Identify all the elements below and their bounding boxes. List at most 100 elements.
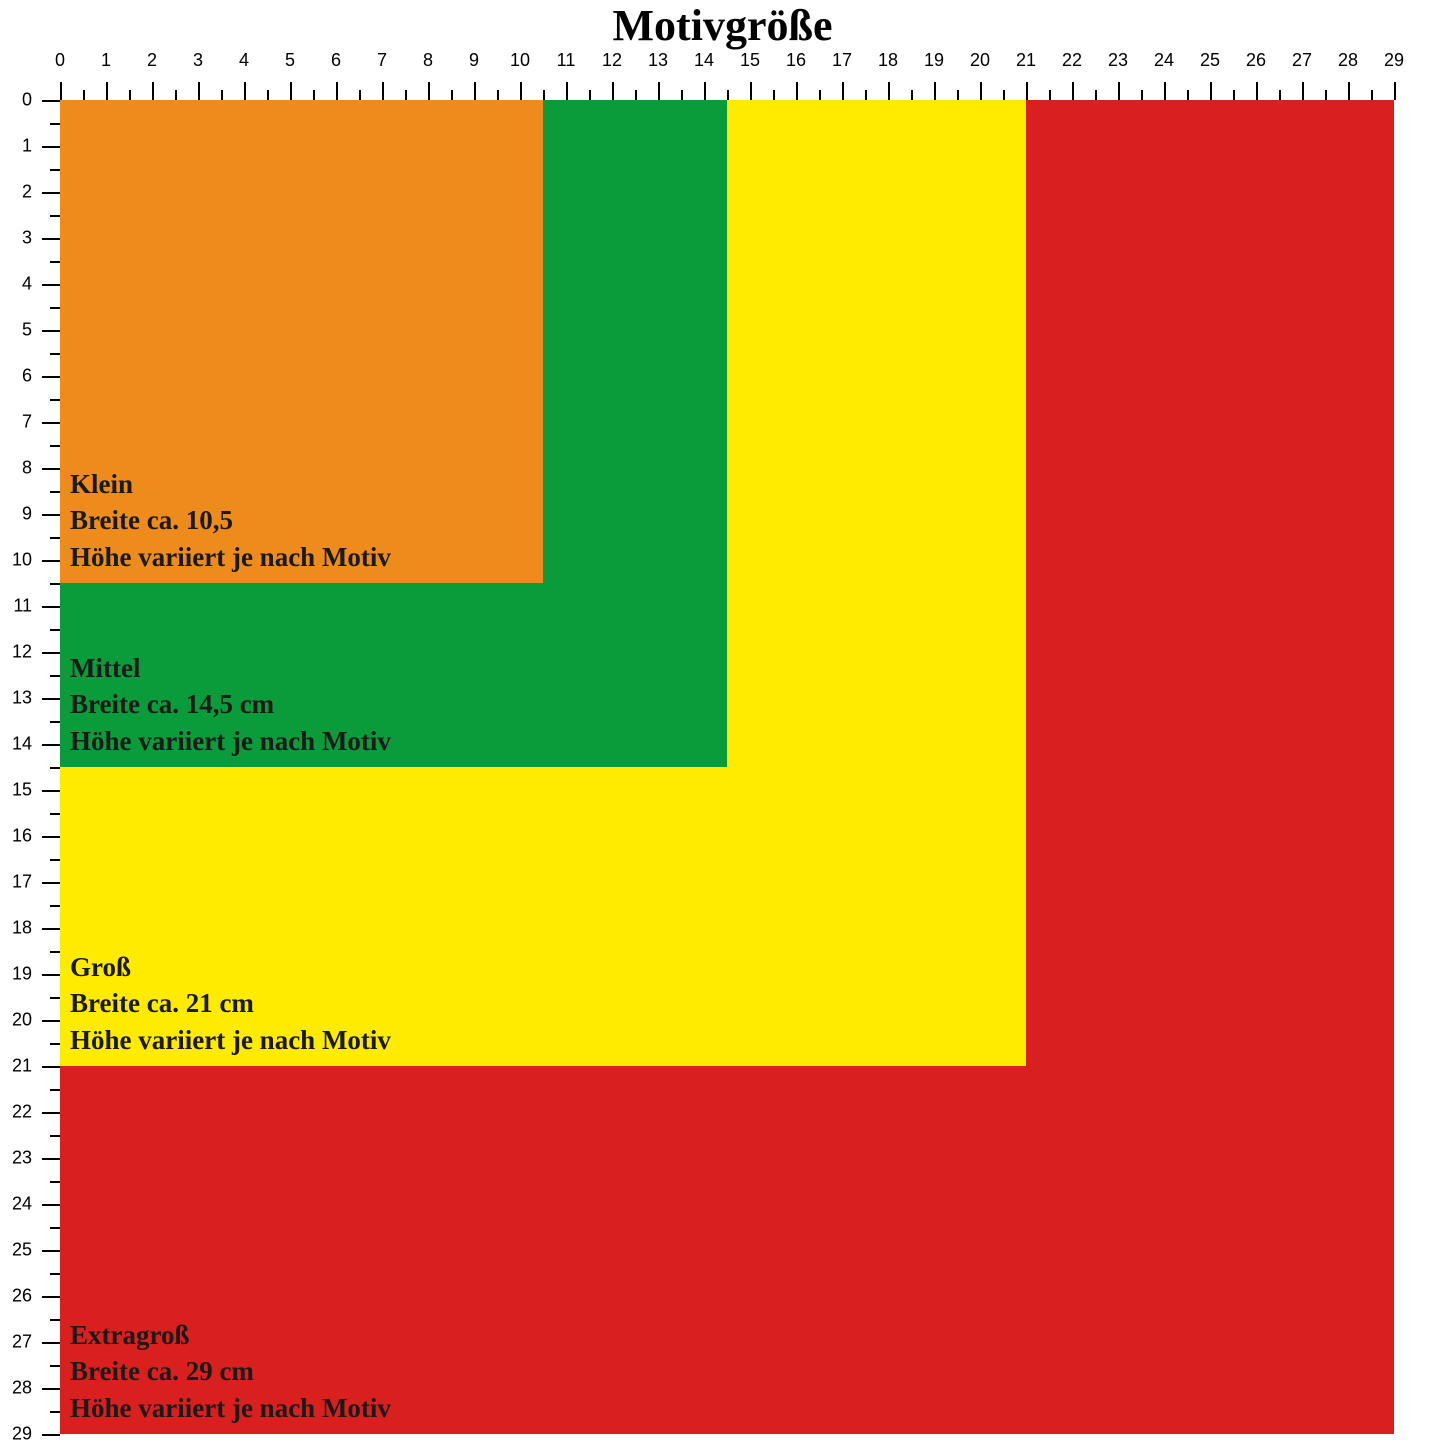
ruler-major-tick xyxy=(42,652,60,654)
ruler-major-tick xyxy=(42,606,60,608)
ruler-minor-tick xyxy=(1141,90,1143,100)
size-label-mittel: MittelBreite ca. 14,5 cmHöhe variiert je… xyxy=(70,650,391,759)
ruler-label: 29 xyxy=(1384,50,1404,71)
ruler-minor-tick xyxy=(727,90,729,100)
ruler-major-tick xyxy=(934,82,936,100)
size-label-title: Mittel xyxy=(70,650,391,686)
ruler-major-tick xyxy=(42,376,60,378)
size-label-height: Höhe variiert je nach Motiv xyxy=(70,1022,391,1058)
ruler-label: 25 xyxy=(0,1240,32,1261)
ruler-minor-tick xyxy=(543,90,545,100)
ruler-minor-tick xyxy=(681,90,683,100)
ruler-label: 16 xyxy=(0,826,32,847)
ruler-major-tick xyxy=(42,1066,60,1068)
ruler-major-tick xyxy=(1072,82,1074,100)
ruler-label: 23 xyxy=(1108,50,1128,71)
ruler-major-tick xyxy=(1118,82,1120,100)
ruler-label: 26 xyxy=(0,1286,32,1307)
ruler-major-tick xyxy=(658,82,660,100)
ruler-minor-tick xyxy=(50,859,60,861)
ruler-major-tick xyxy=(1394,82,1396,100)
ruler-major-tick xyxy=(42,1112,60,1114)
ruler-major-tick xyxy=(1164,82,1166,100)
size-box-klein: KleinBreite ca. 10,5Höhe variiert je nac… xyxy=(60,100,543,583)
ruler-major-tick xyxy=(42,422,60,424)
ruler-major-tick xyxy=(42,836,60,838)
ruler-major-tick xyxy=(1210,82,1212,100)
ruler-minor-tick xyxy=(1325,90,1327,100)
ruler-minor-tick xyxy=(50,307,60,309)
ruler-major-tick xyxy=(42,1296,60,1298)
ruler-horizontal: 0123456789101112131415161718192021222324… xyxy=(60,50,1440,100)
ruler-minor-tick xyxy=(865,90,867,100)
chart-title: Motivgröße xyxy=(0,0,1445,51)
ruler-label: 2 xyxy=(147,50,157,71)
ruler-label: 24 xyxy=(1154,50,1174,71)
ruler-minor-tick xyxy=(50,1273,60,1275)
ruler-minor-tick xyxy=(773,90,775,100)
ruler-label: 1 xyxy=(101,50,111,71)
ruler-major-tick xyxy=(106,82,108,100)
ruler-major-tick xyxy=(42,1158,60,1160)
ruler-minor-tick xyxy=(589,90,591,100)
size-label-groß: GroßBreite ca. 21 cmHöhe variiert je nac… xyxy=(70,949,391,1058)
ruler-minor-tick xyxy=(50,813,60,815)
ruler-minor-tick xyxy=(911,90,913,100)
ruler-minor-tick xyxy=(50,1365,60,1367)
ruler-minor-tick xyxy=(1049,90,1051,100)
ruler-major-tick xyxy=(980,82,982,100)
ruler-minor-tick xyxy=(50,169,60,171)
ruler-label: 25 xyxy=(1200,50,1220,71)
ruler-label: 17 xyxy=(0,872,32,893)
ruler-major-tick xyxy=(42,974,60,976)
ruler-major-tick xyxy=(42,1020,60,1022)
ruler-major-tick xyxy=(474,82,476,100)
ruler-label: 4 xyxy=(0,274,32,295)
ruler-major-tick xyxy=(198,82,200,100)
ruler-minor-tick xyxy=(1371,90,1373,100)
ruler-minor-tick xyxy=(50,951,60,953)
ruler-label: 5 xyxy=(285,50,295,71)
ruler-major-tick xyxy=(612,82,614,100)
size-chart-container: Motivgröße 01234567891011121314151617181… xyxy=(0,0,1445,1445)
size-label-width: Breite ca. 14,5 cm xyxy=(70,686,391,722)
ruler-label: 3 xyxy=(0,228,32,249)
ruler-minor-tick xyxy=(83,90,85,100)
size-label-height: Höhe variiert je nach Motiv xyxy=(70,1390,391,1426)
ruler-major-tick xyxy=(888,82,890,100)
size-label-height: Höhe variiert je nach Motiv xyxy=(70,723,391,759)
ruler-major-tick xyxy=(42,790,60,792)
ruler-label: 13 xyxy=(0,688,32,709)
ruler-label: 10 xyxy=(0,550,32,571)
ruler-major-tick xyxy=(42,238,60,240)
ruler-label: 15 xyxy=(740,50,760,71)
ruler-minor-tick xyxy=(635,90,637,100)
ruler-minor-tick xyxy=(1095,90,1097,100)
ruler-minor-tick xyxy=(1003,90,1005,100)
ruler-minor-tick xyxy=(50,215,60,217)
ruler-vertical: 0123456789101112131415161718192021222324… xyxy=(0,100,60,1440)
ruler-label: 26 xyxy=(1246,50,1266,71)
ruler-major-tick xyxy=(42,744,60,746)
ruler-label: 18 xyxy=(878,50,898,71)
ruler-minor-tick xyxy=(405,90,407,100)
ruler-major-tick xyxy=(42,100,60,102)
ruler-minor-tick xyxy=(175,90,177,100)
ruler-label: 10 xyxy=(510,50,530,71)
ruler-label: 19 xyxy=(924,50,944,71)
ruler-label: 4 xyxy=(239,50,249,71)
ruler-minor-tick xyxy=(50,997,60,999)
ruler-major-tick xyxy=(1256,82,1258,100)
ruler-minor-tick xyxy=(50,675,60,677)
size-label-title: Klein xyxy=(70,466,391,502)
ruler-minor-tick xyxy=(50,1089,60,1091)
ruler-major-tick xyxy=(42,330,60,332)
ruler-label: 20 xyxy=(970,50,990,71)
ruler-label: 22 xyxy=(1062,50,1082,71)
ruler-minor-tick xyxy=(359,90,361,100)
ruler-minor-tick xyxy=(50,905,60,907)
ruler-major-tick xyxy=(1348,82,1350,100)
ruler-label: 27 xyxy=(1292,50,1312,71)
ruler-label: 29 xyxy=(0,1424,32,1445)
size-label-extragroß: ExtragroßBreite ca. 29 cmHöhe variiert j… xyxy=(70,1317,391,1426)
